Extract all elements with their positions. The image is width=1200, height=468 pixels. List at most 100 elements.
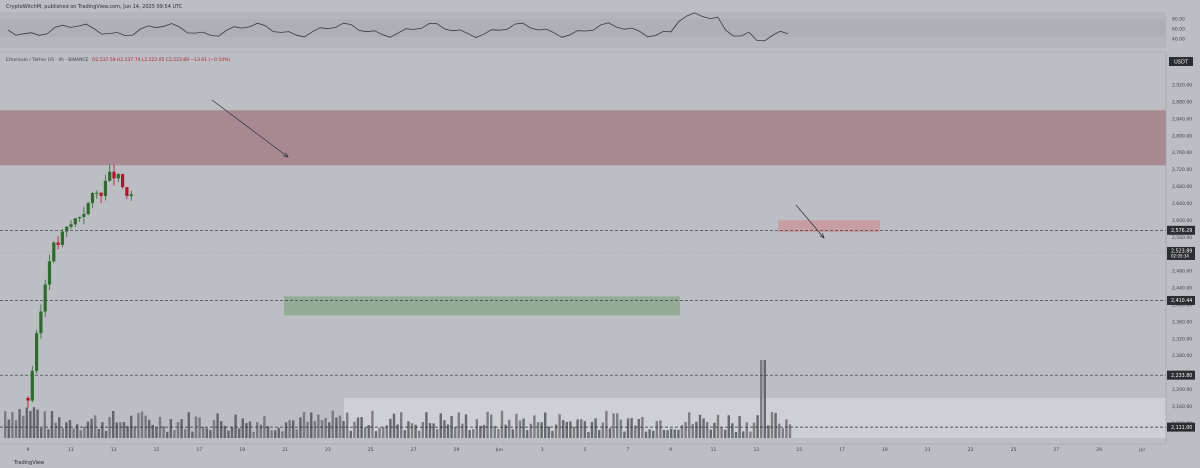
volume-bar [148, 419, 151, 438]
volume-bar [11, 412, 14, 438]
volume-bar [565, 421, 568, 438]
time-tick-label: 13 [111, 447, 117, 453]
time-tick-label: 5 [584, 447, 587, 453]
currency-badge[interactable] [1169, 57, 1193, 66]
volume-bar [562, 420, 565, 438]
candle-body [112, 171, 116, 179]
zones-layer [0, 110, 1166, 316]
volume-bar [346, 412, 349, 438]
volume-bar [151, 424, 154, 438]
price-tick-label: 2,760.00 [1172, 150, 1192, 156]
candle-body [39, 311, 43, 334]
price-tick-label: 2,840.00 [1172, 116, 1192, 122]
volume-bar [612, 413, 615, 438]
last-price-badge [1167, 246, 1195, 260]
volume-bar [533, 415, 536, 438]
volume-bar [277, 427, 280, 438]
volume-bar [436, 429, 439, 438]
time-tick-label: 27 [411, 447, 417, 453]
volume-bar [742, 431, 745, 438]
volume-bar [382, 426, 385, 438]
volume-bar [292, 420, 295, 438]
volume-bar [295, 429, 298, 438]
price-tick-label: 2,280.00 [1172, 353, 1192, 359]
rsi-line [7, 12, 789, 42]
volume-bar [310, 412, 313, 438]
price-tick-label: 2,320.00 [1172, 336, 1192, 342]
volume-bar [583, 421, 586, 438]
volume-bar [774, 412, 777, 438]
volume-bar [500, 410, 504, 438]
volume-bar [72, 428, 75, 438]
volume-bar [14, 420, 18, 438]
volume-bar [76, 424, 79, 438]
price-tick-label: 2,360.00 [1172, 319, 1192, 325]
volume-bar [576, 419, 579, 438]
volume-bar [396, 424, 399, 438]
volume-bar [119, 422, 122, 438]
volume-bar [133, 426, 136, 438]
volume-bar [306, 421, 309, 438]
time-tick-label: 17 [839, 447, 845, 453]
symbol-label[interactable]: Ethereum / Tether US · 4h · BINANCE [6, 57, 89, 63]
time-tick-label: 15 [154, 447, 160, 453]
volume-bar [245, 423, 248, 438]
volume-bar [248, 421, 252, 438]
volume-bar [479, 425, 482, 438]
last-price-label: 2,523.89 [1171, 248, 1192, 254]
countdown-label: 02:05:34 [1171, 254, 1189, 259]
volume-bar [529, 423, 532, 438]
candle-body [65, 226, 69, 232]
volume-bar [238, 428, 241, 438]
volume-bar [587, 432, 590, 438]
volume-bar [522, 418, 525, 438]
price-axis[interactable]: 2,120.002,160.002,200.002,240.002,280.00… [1165, 52, 1195, 444]
volume-bar [403, 430, 406, 438]
candle-body [116, 174, 120, 179]
volume-bar [29, 411, 32, 438]
volume-bar [684, 421, 687, 438]
time-tick-label: 19 [882, 447, 888, 453]
candle-body [99, 192, 103, 196]
candle-body [86, 203, 90, 215]
level-price-label: 2,410.44 [1171, 298, 1192, 304]
volume-bar [763, 360, 766, 438]
rsi-panel: 80.00 60.00 40.00 [0, 12, 1185, 53]
time-axis[interactable]: 9 11 13 15 17 19 21 23 25 27 29 Jun 3 5 7 9 11 13 15 17 19 21… [0, 443, 1166, 453]
volume-bar [673, 429, 676, 438]
volume-bar [580, 419, 583, 438]
volume-bar [335, 417, 338, 438]
volume-bar [187, 412, 190, 438]
level-price-label: 2,111.00 [1171, 425, 1192, 431]
volume-bar [209, 430, 212, 438]
trend-arrow-head [819, 233, 825, 239]
volume-bar [468, 430, 471, 438]
volume-bar [392, 413, 396, 438]
volume-bar [425, 412, 428, 438]
time-tick-label: 3 [541, 447, 544, 453]
volume-bar [360, 417, 363, 438]
candle-body [43, 284, 47, 312]
volume-bar [601, 422, 604, 438]
ohlc-readout: O2,537.59 H2,537.74 L2,522.05 C2,523.89 … [92, 57, 230, 63]
candle-body [82, 214, 86, 217]
volume-bar [263, 416, 266, 438]
volume-bar [252, 431, 255, 438]
volume-bar [331, 410, 334, 438]
level-price-badge [1167, 370, 1195, 380]
volume-bar [788, 424, 792, 438]
price-tick-label: 2,440.00 [1172, 286, 1192, 292]
volume-bar [7, 419, 10, 438]
volume-bar [720, 427, 723, 438]
price-tick-label: 2,600.00 [1172, 218, 1192, 224]
volume-bar [220, 421, 223, 438]
volume-bar [461, 423, 464, 438]
volume-bar [389, 418, 392, 438]
volume-bar [616, 413, 619, 438]
time-tick-label: 29 [1096, 447, 1102, 453]
volume-bar [716, 414, 720, 438]
time-tick-label: 21 [282, 447, 288, 453]
volume-bar [25, 407, 28, 438]
